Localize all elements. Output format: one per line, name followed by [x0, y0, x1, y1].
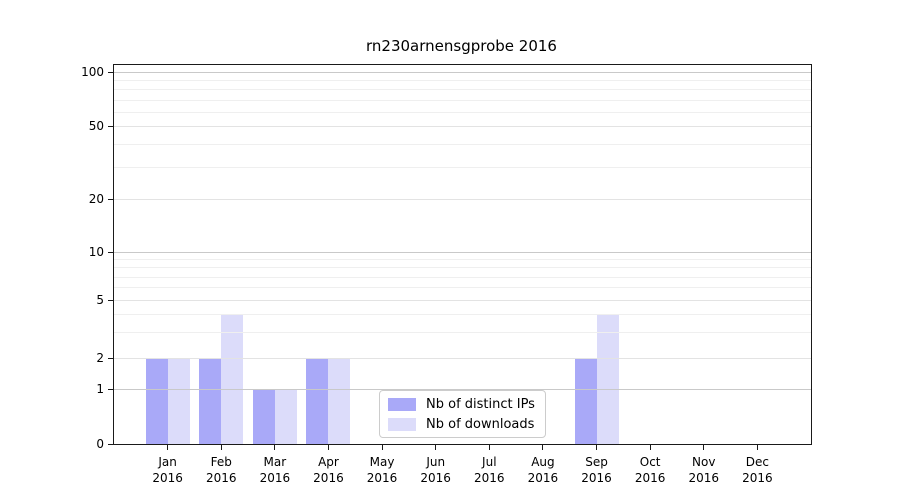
x-tick-label-sep: Sep 2016	[581, 455, 612, 485]
x-tick-mark-mar	[274, 445, 276, 450]
bar-mar-distinct-ips	[252, 389, 275, 444]
gridline-5	[114, 299, 811, 301]
x-tick-label-oct: Oct 2016	[634, 455, 666, 485]
x-tick-mark-sep	[596, 445, 598, 450]
y-tick-mark-2	[108, 357, 113, 359]
x-tick-label-jun: Jun 2016	[420, 455, 451, 485]
x-tick-label-jul: Jul 2016	[474, 455, 505, 485]
bar-sep-downloads	[596, 314, 619, 444]
gridline-100	[114, 71, 811, 73]
gridline-50	[114, 125, 811, 127]
y-tick-label-10: 10	[88, 245, 104, 259]
x-tick-mark-jan	[167, 445, 169, 450]
chart-title: rn230arnensgprobe 2016	[366, 37, 557, 55]
y-tick-mark-1	[108, 388, 113, 390]
gridline-40	[114, 143, 811, 145]
plot-area: 0 1 2 5 10 20 50 100 Jan 2016 Feb 2016 Mar 2016 Apr…	[81, 64, 812, 485]
x-tick-label-feb: Feb 2016	[205, 455, 237, 485]
x-tick-mark-jul	[488, 445, 490, 450]
x-tick-label-apr: Apr 2016	[313, 455, 344, 485]
y-tick-label-5: 5	[96, 293, 104, 307]
bar-jan-distinct-ips	[145, 358, 168, 444]
gridline-8	[114, 266, 811, 268]
y-tick-mark-100	[108, 71, 113, 73]
gridline-6	[114, 286, 811, 288]
gridline-80	[114, 88, 811, 90]
bar-feb-downloads	[221, 314, 244, 444]
gridline-4	[114, 313, 811, 315]
y-tick-label-1: 1	[96, 382, 104, 396]
y-tick-label-0: 0	[96, 437, 104, 451]
y-tick-mark-20	[108, 198, 113, 200]
gridline-9	[114, 258, 811, 260]
gridline-60	[114, 111, 811, 113]
y-tick-mark-10	[108, 251, 113, 253]
legend-item-distinct-ips: Nb of distinct IPs	[388, 397, 537, 412]
legend-swatch-distinct-ips	[388, 397, 416, 411]
x-tick-mark-oct	[649, 445, 651, 450]
legend-label-distinct-ips: Nb of distinct IPs	[426, 396, 535, 412]
y-tick-mark-50	[108, 125, 113, 127]
y-tick-label-100: 100	[81, 65, 104, 79]
x-tick-mark-feb	[220, 445, 222, 450]
gridline-3	[114, 331, 811, 333]
gridline-90	[114, 79, 811, 81]
legend-label-downloads: Nb of downloads	[426, 416, 535, 432]
gridline-7	[114, 276, 811, 278]
legend: Nb of distinct IPs Nb of downloads	[379, 390, 546, 438]
legend-item-downloads: Nb of downloads	[388, 417, 537, 432]
x-tick-label-jan: Jan 2016	[152, 455, 183, 485]
y-tick-label-50: 50	[88, 119, 104, 133]
x-tick-mark-may	[381, 445, 383, 450]
y-tick-label-20: 20	[88, 192, 104, 206]
x-tick-mark-aug	[542, 445, 544, 450]
x-tick-mark-apr	[327, 445, 329, 450]
gridline-70	[114, 99, 811, 101]
x-tick-mark-dec	[756, 445, 758, 450]
x-tick-label-aug: Aug 2016	[527, 455, 559, 485]
y-tick-mark-5	[108, 299, 113, 301]
x-tick-label-may: May 2016	[366, 455, 398, 485]
bar-apr-downloads	[328, 358, 351, 444]
gridline-10	[114, 251, 811, 253]
bar-jan-downloads	[167, 358, 190, 444]
y-tick-label-2: 2	[96, 351, 104, 365]
x-tick-label-nov: Nov 2016	[688, 455, 720, 485]
gridline-30	[114, 166, 811, 168]
y-tick-mark-0	[108, 443, 113, 445]
bar-feb-distinct-ips	[199, 358, 222, 444]
x-tick-mark-nov	[703, 445, 705, 450]
gridline-20	[114, 198, 811, 200]
legend-swatch-downloads	[388, 417, 416, 431]
x-tick-label-dec: Dec 2016	[742, 455, 773, 485]
bar-apr-distinct-ips	[306, 358, 329, 444]
x-tick-label-mar: Mar 2016	[259, 455, 291, 485]
bar-sep-distinct-ips	[574, 358, 597, 444]
x-tick-mark-jun	[435, 445, 437, 450]
bar-mar-downloads	[274, 389, 297, 444]
